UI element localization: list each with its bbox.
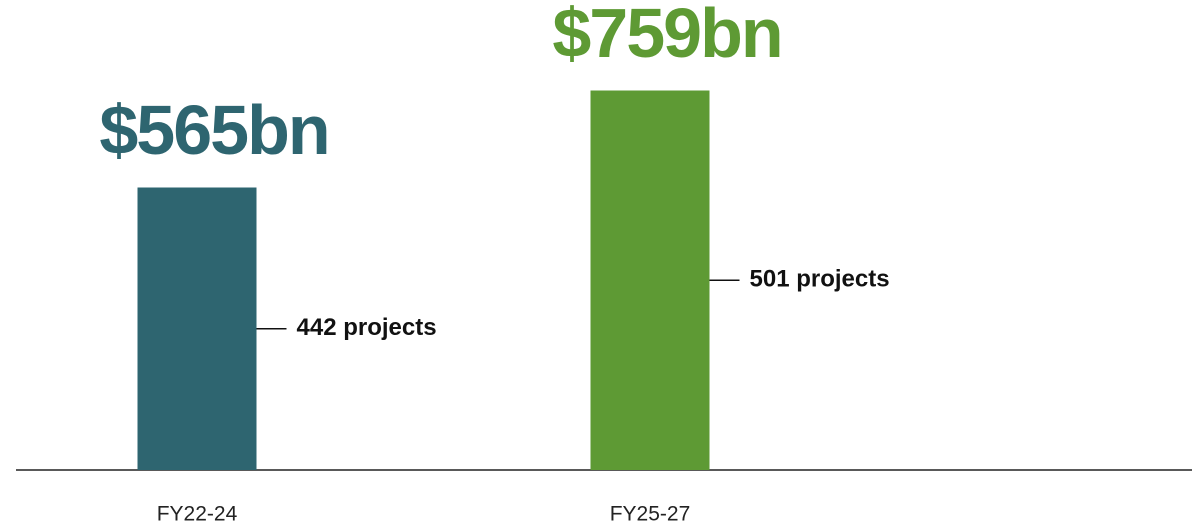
x-tick-label: FY22-24 [157, 503, 238, 526]
value-label: $565bn [99, 91, 328, 169]
projects-label: 442 projects [297, 314, 437, 341]
bar [137, 187, 257, 470]
projects-label: 501 projects [750, 266, 890, 293]
x-tick-label: FY25-27 [610, 503, 691, 526]
bar [590, 90, 710, 470]
value-label: $759bn [552, 0, 781, 72]
